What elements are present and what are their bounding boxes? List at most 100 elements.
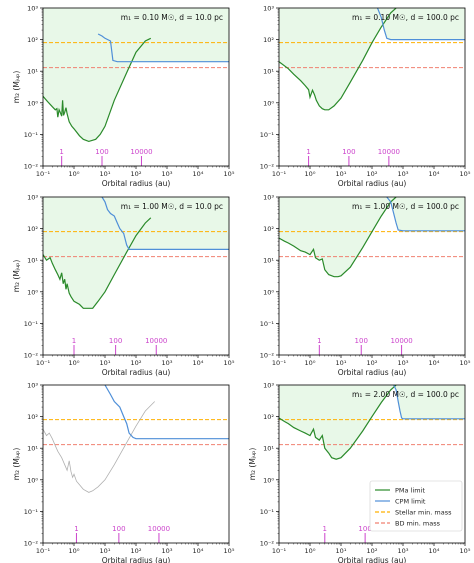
x-axis-label: Orbital radius (au) [102,556,171,563]
period-label: 1 [74,525,78,533]
x-tick-label: 10⁰ [305,359,316,367]
x-tick-label: 10¹ [100,359,111,367]
y-tick-label: 10² [263,413,274,421]
x-tick-label: 10⁻¹ [36,547,51,555]
cpm-region-fill [98,8,229,62]
period-label: 1 [72,337,76,345]
pma-limit-line [43,37,152,143]
period-label: 100 [342,148,355,156]
x-axis-label: Orbital radius (au) [102,179,171,188]
x-tick-label: 10³ [162,547,173,555]
x-tick-label: 10³ [162,359,173,367]
pma-limit-line [279,385,397,460]
y-tick-label: 10³ [263,382,274,390]
x-tick-label: 10² [367,359,378,367]
legend: PMa limit CPM limit Stellar min. mass BD mi… [369,480,463,532]
y-tick-label: 10¹ [27,445,38,453]
y-tick-label: 10⁻¹ [24,320,39,328]
x-tick-label: 10⁻¹ [272,547,287,555]
cpm-limit-line [376,8,465,41]
y-tick-label: 10² [27,225,38,233]
x-tick-label: 10¹ [100,547,111,555]
x-tick-label: 10⁵ [224,170,235,178]
y-tick-label: 10¹ [263,257,274,265]
period-label: 10000 [148,525,170,533]
period-label: 1 [317,337,321,345]
x-tick-label: 10⁵ [224,547,235,555]
y-tick-label: 10⁻² [24,540,39,548]
x-tick-label: 10⁵ [224,359,235,367]
period-label: 100 [358,525,371,533]
cpm-limit-line [393,385,465,420]
excluded-region-fill [279,8,397,110]
y-tick-label: 10³ [27,382,38,390]
x-tick-label: 10⁴ [193,170,204,178]
y-tick-label: 10⁻² [260,352,275,360]
period-label: 100 [112,525,125,533]
legend-entry: CPM limit [395,498,426,506]
y-axis-label: m₂ (Mⱼᵤₚ) [248,448,257,481]
y-tick-label: 10⁰ [27,99,38,107]
y-tick-label: 10⁰ [263,288,274,296]
legend-entry: Stellar min. mass [395,509,452,517]
x-tick-label: 10² [367,170,378,178]
y-axis-label: m₂ (Mⱼᵤₚ) [12,71,21,104]
period-label: 10000 [378,148,400,156]
x-tick-label: 10⁴ [193,359,204,367]
y-tick-label: 10⁻¹ [24,131,39,139]
y-tick-label: 10³ [27,194,38,202]
period-label: 1 [323,525,327,533]
axes-frame [42,384,230,544]
x-tick-label: 10⁻¹ [36,170,51,178]
x-tick-label: 10³ [162,170,173,178]
x-tick-label: 10⁻¹ [272,170,287,178]
excluded-region-fill [279,385,397,460]
x-tick-label: 10⁻¹ [272,359,287,367]
y-axis-label: m₂ (Mⱼᵤₚ) [12,260,21,293]
y-tick-label: 10⁰ [27,288,38,296]
panel-title: m₁ = 2.00 M☉, d = 100.0 pc [352,390,459,399]
cpm-region-fill [393,385,465,419]
pma-limit-line [279,197,397,278]
x-tick-label: 10¹ [100,170,111,178]
x-tick-label: 10¹ [336,359,347,367]
x-tick-label: 10² [367,547,378,555]
x-axis-label: Orbital radius (au) [338,368,407,377]
period-label: 1 [306,148,310,156]
y-tick-label: 10² [263,225,274,233]
x-tick-label: 10⁰ [69,170,80,178]
cpm-limit-line [101,197,229,250]
x-tick-label: 10² [131,170,142,178]
panel-title: m₁ = 0.10 M☉, d = 100.0 pc [352,13,459,22]
x-tick-label: 10⁴ [429,359,440,367]
x-tick-label: 10⁵ [460,170,471,178]
x-tick-label: 10¹ [336,547,347,555]
x-tick-label: 10³ [398,547,409,555]
y-tick-label: 10³ [263,5,274,13]
y-tick-label: 10² [263,36,274,44]
cpm-region-fill [386,197,465,231]
y-tick-label: 10¹ [263,445,274,453]
y-tick-label: 10⁻² [24,163,39,171]
period-label: 10000 [390,337,412,345]
cpm-region-fill [102,197,229,250]
y-tick-label: 10⁰ [27,476,38,484]
pma-limit-line [279,8,397,111]
pma-limit-line [43,401,155,493]
y-tick-label: 10⁻² [260,540,275,548]
y-tick-label: 10¹ [263,68,274,76]
cpm-limit-line [104,385,229,440]
x-tick-label: 10⁴ [429,547,440,555]
x-tick-label: 10⁵ [460,547,471,555]
cpm-limit-line [386,197,465,232]
period-label: 10000 [130,148,152,156]
y-tick-label: 10² [27,413,38,421]
x-tick-label: 10⁴ [193,547,204,555]
